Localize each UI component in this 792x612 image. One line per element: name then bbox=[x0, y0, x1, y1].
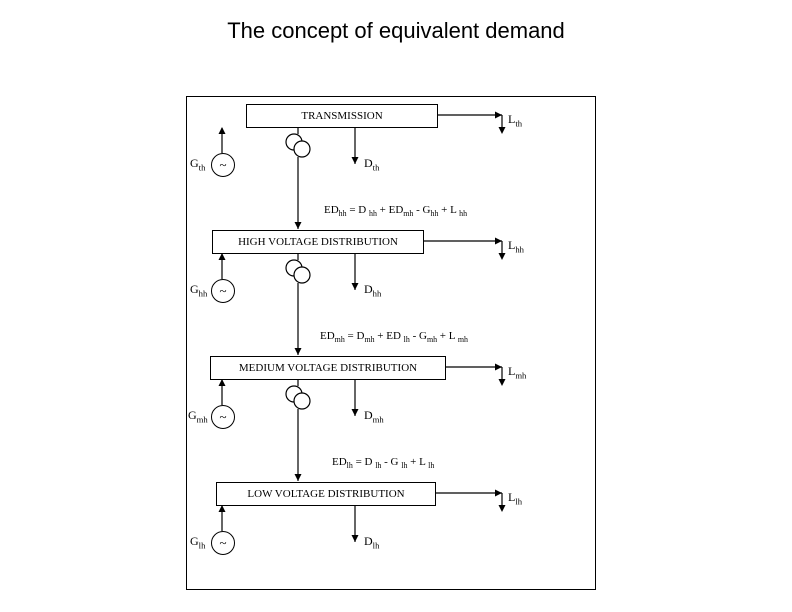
generator-t: ~ bbox=[211, 153, 235, 177]
gen-label-l: Glh bbox=[190, 534, 205, 550]
gen-label-h: Ghh bbox=[190, 282, 207, 298]
level-box-m: MEDIUM VOLTAGE DISTRIBUTION bbox=[210, 356, 446, 380]
demand-label-t: Dth bbox=[364, 156, 379, 172]
equation-h: EDhh = D hh + EDmh - Ghh + L hh bbox=[324, 204, 467, 218]
gen-label-t: Gth bbox=[190, 156, 205, 172]
equation-l: EDlh = D lh - G lh + L lh bbox=[332, 456, 434, 470]
level-box-h: HIGH VOLTAGE DISTRIBUTION bbox=[212, 230, 424, 254]
loss-label-l: Llh bbox=[508, 490, 522, 506]
loss-label-t: Lth bbox=[508, 112, 522, 128]
level-box-t: TRANSMISSION bbox=[246, 104, 438, 128]
generator-h: ~ bbox=[211, 279, 235, 303]
level-box-l: LOW VOLTAGE DISTRIBUTION bbox=[216, 482, 436, 506]
equation-m: EDmh = Dmh + ED lh - Gmh + L mh bbox=[320, 330, 468, 344]
demand-label-h: Dhh bbox=[364, 282, 381, 298]
diagram-wires bbox=[0, 0, 792, 612]
gen-label-m: Gmh bbox=[188, 408, 208, 424]
loss-label-m: Lmh bbox=[508, 364, 526, 380]
generator-l: ~ bbox=[211, 531, 235, 555]
generator-m: ~ bbox=[211, 405, 235, 429]
loss-label-h: Lhh bbox=[508, 238, 524, 254]
demand-label-m: Dmh bbox=[364, 408, 384, 424]
demand-label-l: Dlh bbox=[364, 534, 379, 550]
